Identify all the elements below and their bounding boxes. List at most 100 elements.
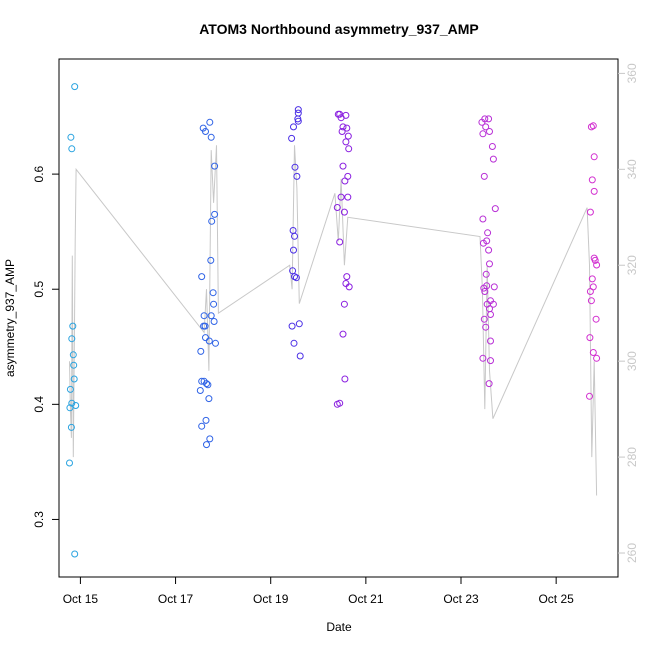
data-point — [288, 322, 296, 330]
data-point — [586, 208, 594, 216]
y2-tick-label: 300 — [625, 351, 639, 371]
data-point — [482, 323, 490, 331]
data-point — [586, 392, 593, 400]
y2-tick-label: 260 — [625, 543, 639, 563]
data-point — [479, 354, 487, 362]
data-point — [343, 273, 351, 281]
data-point — [200, 312, 208, 320]
data-point — [202, 128, 209, 135]
data-point — [341, 375, 349, 383]
data-point — [337, 193, 345, 201]
data-point — [67, 133, 75, 141]
data-point — [590, 153, 598, 161]
data-point — [205, 395, 213, 403]
data-point — [67, 423, 75, 431]
trace-line — [69, 145, 598, 496]
data-point — [71, 550, 79, 558]
data-point — [198, 273, 206, 281]
data-point — [487, 337, 494, 345]
data-point — [209, 289, 217, 297]
x-tick-label: Oct 21 — [348, 592, 384, 606]
data-point — [294, 106, 302, 114]
x-axis-label: Date — [326, 620, 352, 634]
x-tick-label: Oct 15 — [63, 592, 99, 606]
data-point — [342, 280, 350, 287]
data-point — [288, 134, 296, 142]
data-point — [292, 274, 300, 282]
data-point — [68, 399, 76, 407]
data-point — [592, 315, 600, 323]
data-point — [66, 385, 74, 393]
data-point — [296, 352, 304, 360]
data-point — [212, 339, 219, 347]
data-point — [66, 404, 74, 412]
data-point — [202, 416, 210, 424]
data-point — [290, 339, 298, 347]
data-point — [591, 256, 599, 264]
data-point — [198, 422, 206, 430]
trace-line-layer — [69, 145, 598, 496]
data-point — [489, 155, 497, 163]
data-point — [208, 217, 216, 225]
data-point — [479, 130, 487, 138]
data-point — [336, 399, 344, 407]
data-point — [479, 215, 487, 223]
data-point — [482, 270, 490, 278]
data-point — [70, 375, 78, 383]
x-tick-label: Oct 25 — [538, 592, 574, 606]
data-point — [487, 357, 494, 365]
data-point — [211, 210, 219, 218]
x-tick-label: Oct 17 — [158, 592, 194, 606]
data-point — [587, 297, 595, 305]
data-point — [66, 459, 73, 467]
x-axis: Oct 15 Oct 17 Oct 19 Oct 21 Oct 23 Oct 25 — [63, 577, 574, 606]
data-point — [480, 315, 488, 323]
data-point — [344, 193, 352, 201]
data-point — [336, 238, 344, 246]
data-point — [342, 138, 350, 146]
y-tick-label: 0.3 — [32, 511, 46, 528]
y-tick-label: 0.6 — [32, 165, 46, 182]
data-point — [586, 334, 594, 342]
data-point — [339, 330, 347, 338]
data-point — [489, 300, 497, 308]
data-point — [487, 311, 494, 318]
data-point — [204, 381, 212, 389]
data-point — [338, 128, 346, 135]
data-point — [485, 115, 493, 123]
data-point — [196, 387, 204, 394]
data-point — [71, 83, 79, 91]
data-point — [339, 162, 347, 170]
data-point — [294, 117, 302, 125]
data-point — [343, 124, 351, 132]
data-point — [200, 377, 208, 385]
data-point — [339, 123, 347, 131]
y-axis-label: asymmetry_937_AMP — [3, 259, 17, 377]
data-point — [478, 118, 486, 126]
data-point — [345, 145, 353, 153]
data-point — [587, 123, 595, 131]
data-point — [342, 111, 350, 119]
data-point — [479, 239, 487, 247]
data-point — [344, 132, 352, 140]
data-point — [210, 300, 218, 308]
data-point — [480, 284, 488, 292]
data-point — [340, 300, 348, 308]
data-point — [590, 187, 598, 195]
data-point — [203, 441, 210, 449]
data-point — [588, 275, 596, 283]
data-point — [485, 246, 493, 254]
y2-tick-label: 360 — [625, 63, 639, 83]
plot-frame — [58, 58, 619, 578]
y-axis: 0.3 0.4 0.5 0.6 — [32, 165, 59, 528]
data-point — [203, 380, 210, 388]
y-tick-label: 0.5 — [32, 281, 46, 298]
data-point — [70, 361, 78, 369]
y2-axis: 260 280 300 320 340 360 — [618, 63, 639, 563]
data-point — [207, 256, 215, 264]
data-point — [295, 320, 303, 328]
data-point — [588, 176, 596, 184]
y-tick-label: 0.4 — [32, 396, 46, 413]
data-point — [211, 162, 219, 170]
